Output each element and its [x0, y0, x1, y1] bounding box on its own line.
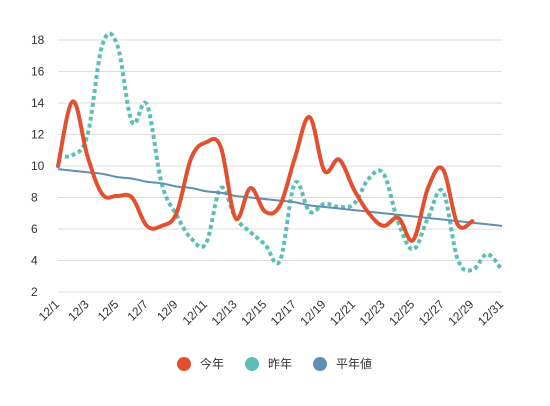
- x-tick-label: 12/17: [268, 297, 299, 328]
- legend-swatch-0: [177, 357, 191, 371]
- x-tick-label: 12/21: [327, 297, 358, 328]
- x-tick-label: 12/11: [180, 297, 211, 328]
- x-tick-label: 12/31: [475, 297, 506, 328]
- series-lines: [56, 31, 504, 273]
- x-tick-label: 12/29: [445, 297, 476, 328]
- x-tick-label: 12/7: [125, 297, 152, 324]
- y-tick-label: 8: [31, 191, 38, 205]
- x-tick-label: 12/27: [416, 297, 447, 328]
- x-tick-label: 12/1: [36, 297, 63, 324]
- y-tick-label: 18: [31, 33, 45, 47]
- x-tick-label: 12/9: [154, 297, 181, 324]
- x-tick-label: 12/13: [209, 297, 240, 328]
- x-tick-label: 12/25: [386, 297, 417, 328]
- y-axis-tick-labels: 2 4 6 8 10 12 14 16 18: [31, 33, 45, 299]
- y-tick-label: 10: [31, 159, 45, 173]
- legend-swatch-2: [313, 357, 327, 371]
- legend: 今年 昨年 平年値: [177, 356, 372, 371]
- y-tick-label: 6: [31, 222, 38, 236]
- y-tick-label: 12: [31, 128, 45, 142]
- x-axis-tick-labels: 12/1 12/3 12/5 12/7 12/9 12/1112/1312/1512/17…: [36, 297, 507, 328]
- series-line-1: [57, 31, 504, 273]
- series-line-0: [56, 99, 475, 243]
- y-tick-label: 4: [31, 254, 38, 268]
- x-tick-label: 12/3: [65, 297, 92, 324]
- x-tick-label: 12/5: [95, 297, 122, 324]
- x-tick-label: 12/15: [238, 297, 269, 328]
- legend-swatch-1: [245, 357, 259, 371]
- y-tick-label: 14: [31, 96, 45, 110]
- x-tick-label: 12/23: [357, 297, 388, 328]
- x-tick-label: 12/19: [297, 297, 328, 328]
- y-tick-label: 2: [31, 285, 38, 299]
- y-tick-label: 16: [31, 65, 45, 79]
- legend-label-2: 平年値: [336, 356, 372, 371]
- legend-label-1: 昨年: [268, 357, 292, 371]
- legend-label-0: 今年: [200, 356, 224, 371]
